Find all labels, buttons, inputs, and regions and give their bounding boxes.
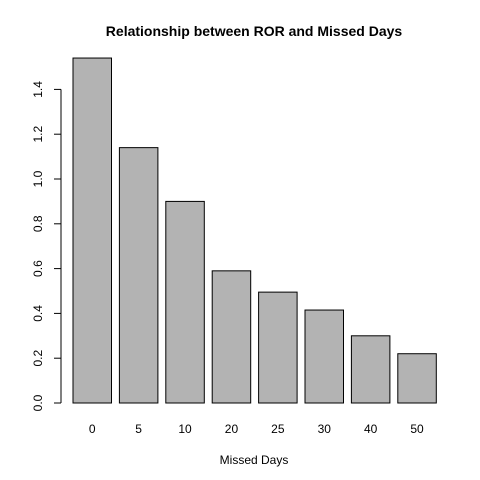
bar-20: [211, 270, 252, 404]
bar-0: [72, 57, 112, 404]
x-axis-title: Missed Days: [220, 453, 289, 467]
bar-5: [118, 147, 159, 404]
bar-50: [397, 353, 437, 404]
y-tick-label: 1.0: [31, 170, 45, 187]
y-tick-label: 0.4: [31, 305, 45, 322]
y-axis: 0.0 0.2 0.4 0.6 0.8 1.0 1.2 1.4: [31, 81, 62, 411]
x-tick-label: 20: [225, 422, 239, 436]
x-tick-label: 40: [364, 422, 378, 436]
bar-10: [165, 200, 205, 404]
x-tick-label: 5: [135, 422, 142, 436]
y-tick-label: 0.0: [31, 394, 45, 411]
x-tick-label: 25: [271, 422, 285, 436]
x-axis-labels: 0 5 10 20 25 30 40 50: [89, 422, 424, 436]
x-tick-label: 50: [410, 422, 424, 436]
y-tick-label: 1.2: [31, 126, 45, 143]
y-tick-label: 0.6: [31, 260, 45, 277]
bar-25: [258, 291, 298, 404]
y-tick-label: 1.4: [31, 81, 45, 98]
y-tick-label: 0.8: [31, 215, 45, 232]
chart-title: Relationship between ROR and Missed Days: [106, 23, 403, 39]
x-tick-label: 10: [178, 422, 192, 436]
y-tick-label: 0.2: [31, 350, 45, 367]
bars-group: [72, 57, 437, 404]
bar-40: [350, 335, 391, 404]
x-tick-label: 0: [89, 422, 96, 436]
x-tick-label: 30: [318, 422, 332, 436]
bar-30: [304, 309, 344, 404]
